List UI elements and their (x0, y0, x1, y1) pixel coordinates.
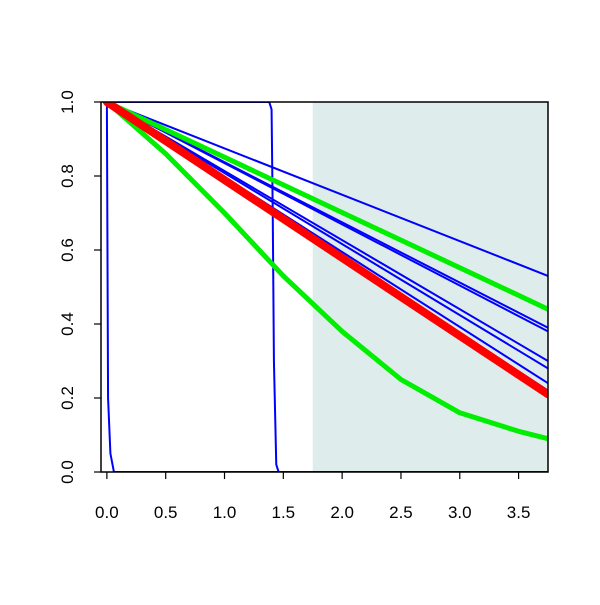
x-tick-label: 1.5 (272, 503, 296, 522)
plot-frame (100, 101, 549, 473)
x-tick-label: 1.0 (213, 503, 237, 522)
x-tick-label: 0.0 (95, 503, 119, 522)
series-line-10 (105, 102, 548, 472)
shaded-region (312, 102, 548, 472)
y-tick-label: 0.0 (58, 460, 77, 484)
series-line-3 (105, 102, 548, 333)
x-tick-label: 3.0 (448, 503, 472, 522)
y-tick-label: 0.6 (58, 238, 77, 262)
x-tick-label: 2.0 (330, 503, 354, 522)
y-tick-label: 0.4 (58, 312, 77, 336)
series-line-12 (104, 102, 548, 442)
y-tick-label: 0.8 (58, 164, 77, 188)
x-tick-label: 0.5 (154, 503, 178, 522)
y-tick-label: 0.2 (58, 386, 77, 410)
y-tick-label: 1.0 (58, 90, 77, 114)
series-group (102, 102, 548, 472)
x-tick-label: 3.5 (507, 503, 531, 522)
series-line-9 (105, 102, 548, 472)
series-line-13 (102, 102, 548, 399)
series-line-1 (105, 102, 548, 277)
series-line-4 (105, 102, 548, 362)
x-tick-label: 2.5 (389, 503, 413, 522)
series-line-11 (104, 102, 548, 312)
